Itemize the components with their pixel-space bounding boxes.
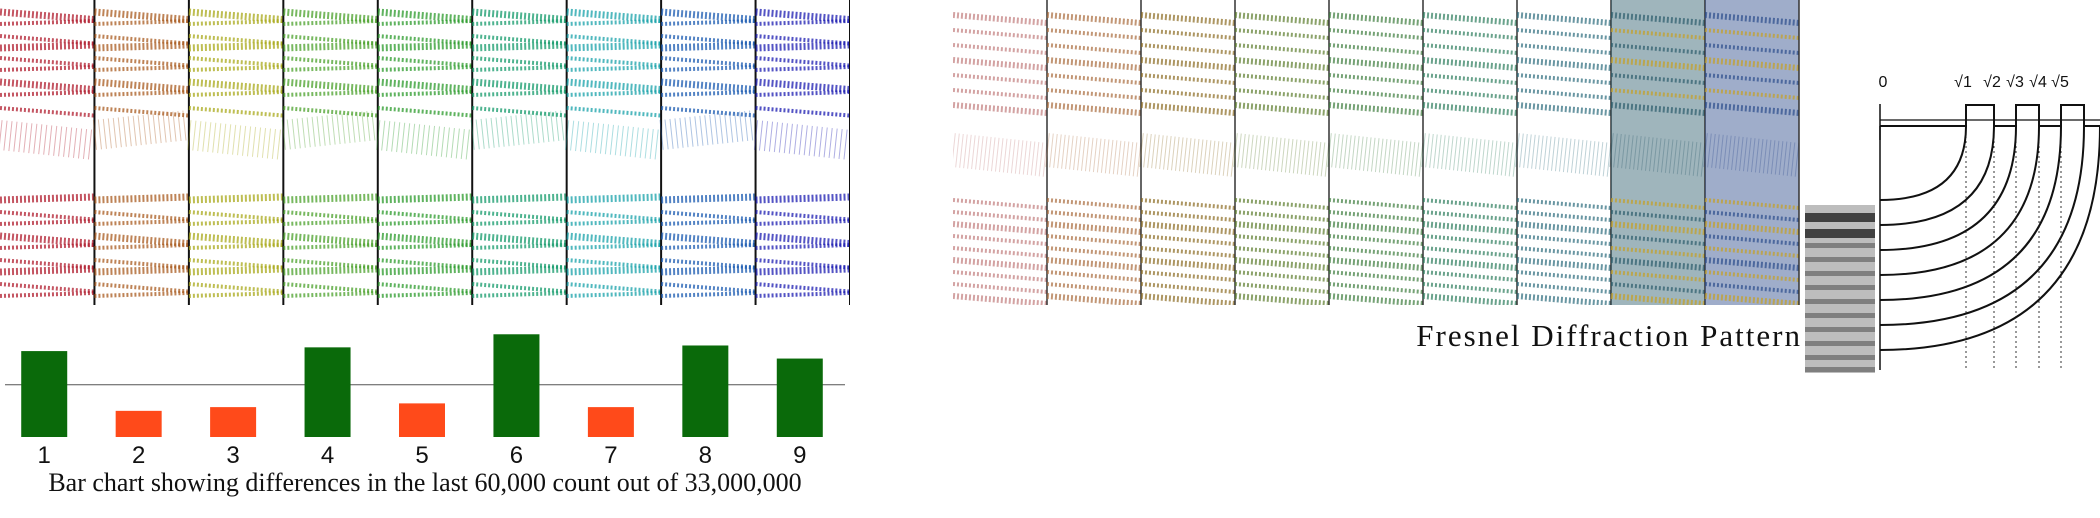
x-tick-label: 4 xyxy=(321,442,334,469)
x-tick-label: 8 xyxy=(699,442,712,469)
bar-chart-svg: 1 2 3 4 5 6 7 8 9 xyxy=(5,334,845,469)
zone-arc xyxy=(1879,125,1967,201)
bar-4 xyxy=(304,347,351,437)
fresnel-strip-9 xyxy=(1703,0,1801,305)
bar-chart-caption: Bar chart showing differences in the las… xyxy=(48,468,802,497)
bar-2 xyxy=(115,410,162,437)
zone-label: √5 xyxy=(2051,74,2069,91)
fresnel-strips-panel xyxy=(953,0,1803,305)
color-strip-8 xyxy=(659,8,758,298)
bar-8 xyxy=(682,345,729,437)
zone-arc xyxy=(1879,125,1995,226)
fresnel-strip-2 xyxy=(1045,12,1143,305)
x-tick-label: 1 xyxy=(38,442,51,469)
gray-fringe xyxy=(1805,285,1875,290)
color-strip-3 xyxy=(187,8,285,298)
fresnel-zone-svg: 0 √1 √2 √3 √4 √5 xyxy=(1879,74,2100,370)
zone-arc xyxy=(1879,125,2040,276)
fresnel-strips-svg xyxy=(953,0,1801,305)
gray-fringe xyxy=(1805,355,1875,360)
gray-fringe-strip xyxy=(1805,205,1875,373)
fresnel-strip-1 xyxy=(953,12,1049,305)
zone-label: √3 xyxy=(2006,74,2024,91)
bar-chart: 1 2 3 4 5 6 7 8 9 xyxy=(0,305,850,475)
zone-label: √4 xyxy=(2029,74,2047,91)
x-tick-label: 9 xyxy=(793,442,806,469)
x-tick-label: 5 xyxy=(415,442,428,469)
fresnel-strip-4 xyxy=(1233,12,1331,305)
x-tick-label: 2 xyxy=(132,442,145,469)
gray-fringe xyxy=(1805,367,1875,372)
bar-5 xyxy=(399,403,445,437)
bar-3 xyxy=(210,407,257,437)
bar-7 xyxy=(587,407,634,437)
gray-fringe xyxy=(1805,341,1875,346)
fresnel-caption: Fresnel Diffraction Pattern xyxy=(1416,318,1802,353)
gray-fringe xyxy=(1805,243,1875,248)
zone-arc xyxy=(1879,125,2085,326)
left-strips-panel xyxy=(0,0,850,305)
fresnel-strip-8 xyxy=(1609,0,1707,305)
fresnel-strip-7 xyxy=(1515,12,1613,305)
color-strip-6 xyxy=(470,8,569,298)
bar-9 xyxy=(776,358,823,437)
color-strip-1 xyxy=(0,8,97,298)
color-strip-7 xyxy=(565,8,663,298)
zone-label: √2 xyxy=(1983,74,2001,91)
gray-fringe xyxy=(1805,327,1875,332)
gray-fringe xyxy=(1805,271,1875,276)
zone-arc xyxy=(1879,125,2100,351)
zone-arc xyxy=(1879,125,2062,301)
gray-fringe xyxy=(1805,313,1875,318)
x-tick-label: 3 xyxy=(226,442,239,469)
bar-1 xyxy=(21,351,68,437)
color-strip-4 xyxy=(281,8,380,298)
left-strips-svg xyxy=(0,0,850,305)
color-strip-5 xyxy=(376,8,474,298)
zone-label: √1 xyxy=(1954,74,1972,91)
zone-label: 0 xyxy=(1879,74,1888,91)
color-strip-2 xyxy=(92,8,191,298)
zone-arc xyxy=(1879,125,2017,251)
x-tick-label: 7 xyxy=(604,442,617,469)
gray-fringe xyxy=(1805,229,1875,238)
gray-fringe xyxy=(1805,213,1875,222)
fresnel-strip-6 xyxy=(1421,12,1519,305)
fresnel-zone-diagram: 0 √1 √2 √3 √4 √5 xyxy=(1876,70,2100,375)
gray-fringe xyxy=(1805,257,1875,262)
gray-fringe xyxy=(1805,299,1875,304)
bar-6 xyxy=(493,334,540,437)
gray-fringe-svg xyxy=(1805,205,1875,373)
zone-square-wave xyxy=(1880,104,2100,127)
color-strip-9 xyxy=(753,8,850,298)
fresnel-strip-5 xyxy=(1327,12,1425,305)
x-tick-label: 6 xyxy=(510,442,523,469)
fresnel-strip-3 xyxy=(1139,12,1237,305)
